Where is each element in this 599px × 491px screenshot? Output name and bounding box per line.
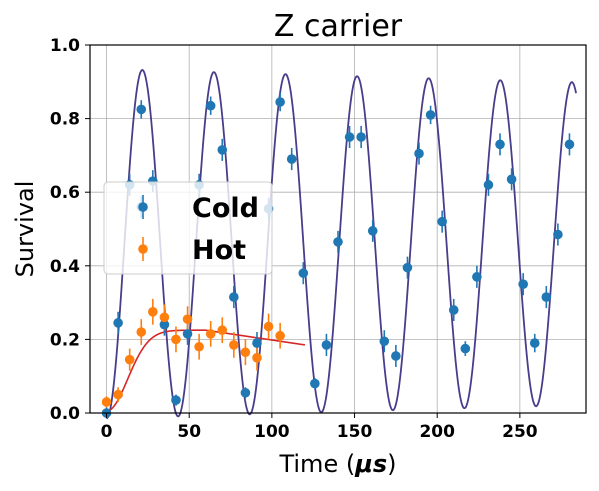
legend-label-cold: Cold — [192, 193, 259, 224]
y-tick-label: 0.2 — [50, 330, 80, 350]
legend-marker-cold — [138, 202, 148, 212]
data-point-cold — [425, 110, 436, 120]
data-point-cold — [495, 139, 505, 150]
fit-curve-hot — [106, 329, 306, 412]
plot-frame — [89, 44, 587, 414]
data-point-cold — [483, 180, 494, 190]
data-point-hot — [113, 389, 123, 400]
x-axis-label-close: ) — [387, 450, 396, 478]
data-point-cold — [529, 338, 540, 348]
x-axis-label: Time (μs) — [278, 450, 396, 478]
data-point-cold — [541, 292, 552, 302]
data-point-cold — [321, 340, 332, 350]
data-point-cold — [275, 97, 285, 107]
data-point-cold — [159, 319, 170, 330]
data-point-cold — [182, 329, 193, 339]
y-tick-label: 0.8 — [50, 110, 80, 130]
x-tick-label: 150 — [337, 422, 373, 442]
data-point-hot — [101, 397, 112, 407]
data-point-cold — [310, 378, 320, 389]
data-point-cold — [171, 395, 181, 405]
data-point-cold — [217, 145, 228, 155]
x-tick-label: 200 — [419, 422, 455, 442]
data-point-cold — [437, 216, 447, 227]
y-axis-label: Survival — [11, 181, 39, 278]
data-point-cold — [356, 132, 366, 142]
legend-marker-hot — [138, 244, 148, 254]
x-tick-label: 250 — [502, 422, 538, 442]
legend: Cold Hot — [103, 181, 273, 275]
data-point-cold — [472, 272, 482, 282]
data-point-hot — [171, 334, 181, 345]
data-point-cold — [367, 226, 378, 236]
data-point-hot — [124, 354, 135, 365]
data-point-cold — [252, 338, 262, 348]
data-point-hot — [275, 330, 285, 341]
x-axis-label-unit: μs — [354, 450, 387, 478]
data-point-cold — [136, 104, 147, 115]
data-point-hot — [136, 327, 147, 337]
data-point-hot — [194, 341, 204, 352]
data-point-cold — [564, 139, 575, 150]
data-point-cold — [298, 268, 309, 278]
data-point-cold — [379, 336, 390, 347]
data-point-hot — [229, 340, 239, 350]
x-tick-label: 100 — [254, 422, 290, 442]
chart-title: Z carrier — [274, 9, 403, 44]
data-point-cold — [553, 229, 563, 240]
data-point-hot — [240, 347, 251, 358]
y-tick-label: 0.6 — [50, 183, 80, 203]
data-point-hot — [148, 307, 158, 317]
data-point-cold — [344, 132, 355, 142]
data-point-cold — [113, 318, 123, 328]
data-point-cold — [391, 351, 401, 361]
data-point-cold — [402, 262, 413, 273]
data-point-cold — [229, 292, 239, 302]
fit-curves — [106, 69, 577, 420]
data-points — [101, 97, 575, 418]
data-point-cold — [205, 100, 216, 111]
data-point-hot — [217, 325, 228, 336]
data-point-hot — [205, 329, 216, 339]
fit-curve-cold — [106, 69, 577, 420]
y-tick-label: 1.0 — [50, 36, 80, 56]
data-point-hot — [182, 314, 193, 324]
legend-items: Cold Hot — [138, 193, 259, 266]
data-point-cold — [506, 174, 517, 185]
data-point-hot — [263, 321, 274, 332]
data-point-hot — [252, 353, 262, 363]
data-point-cold — [518, 279, 528, 290]
x-tick-label: 50 — [177, 422, 201, 442]
y-tick-label: 0.0 — [50, 404, 80, 424]
data-point-cold — [414, 148, 424, 159]
axis-ticks: 0 50 100 150 200 250 0.0 0.2 0.4 0.6 0.8 1.0 — [50, 36, 538, 442]
x-tick-label: 0 — [101, 422, 113, 442]
data-point-hot — [159, 312, 170, 323]
x-axis-label-text: Time ( — [278, 450, 355, 478]
data-point-cold — [240, 387, 251, 398]
data-point-cold — [448, 305, 459, 315]
legend-label-hot: Hot — [192, 235, 246, 266]
data-point-cold — [460, 343, 471, 354]
data-point-cold — [286, 154, 297, 164]
y-tick-label: 0.4 — [50, 257, 80, 277]
data-point-cold — [333, 237, 343, 247]
